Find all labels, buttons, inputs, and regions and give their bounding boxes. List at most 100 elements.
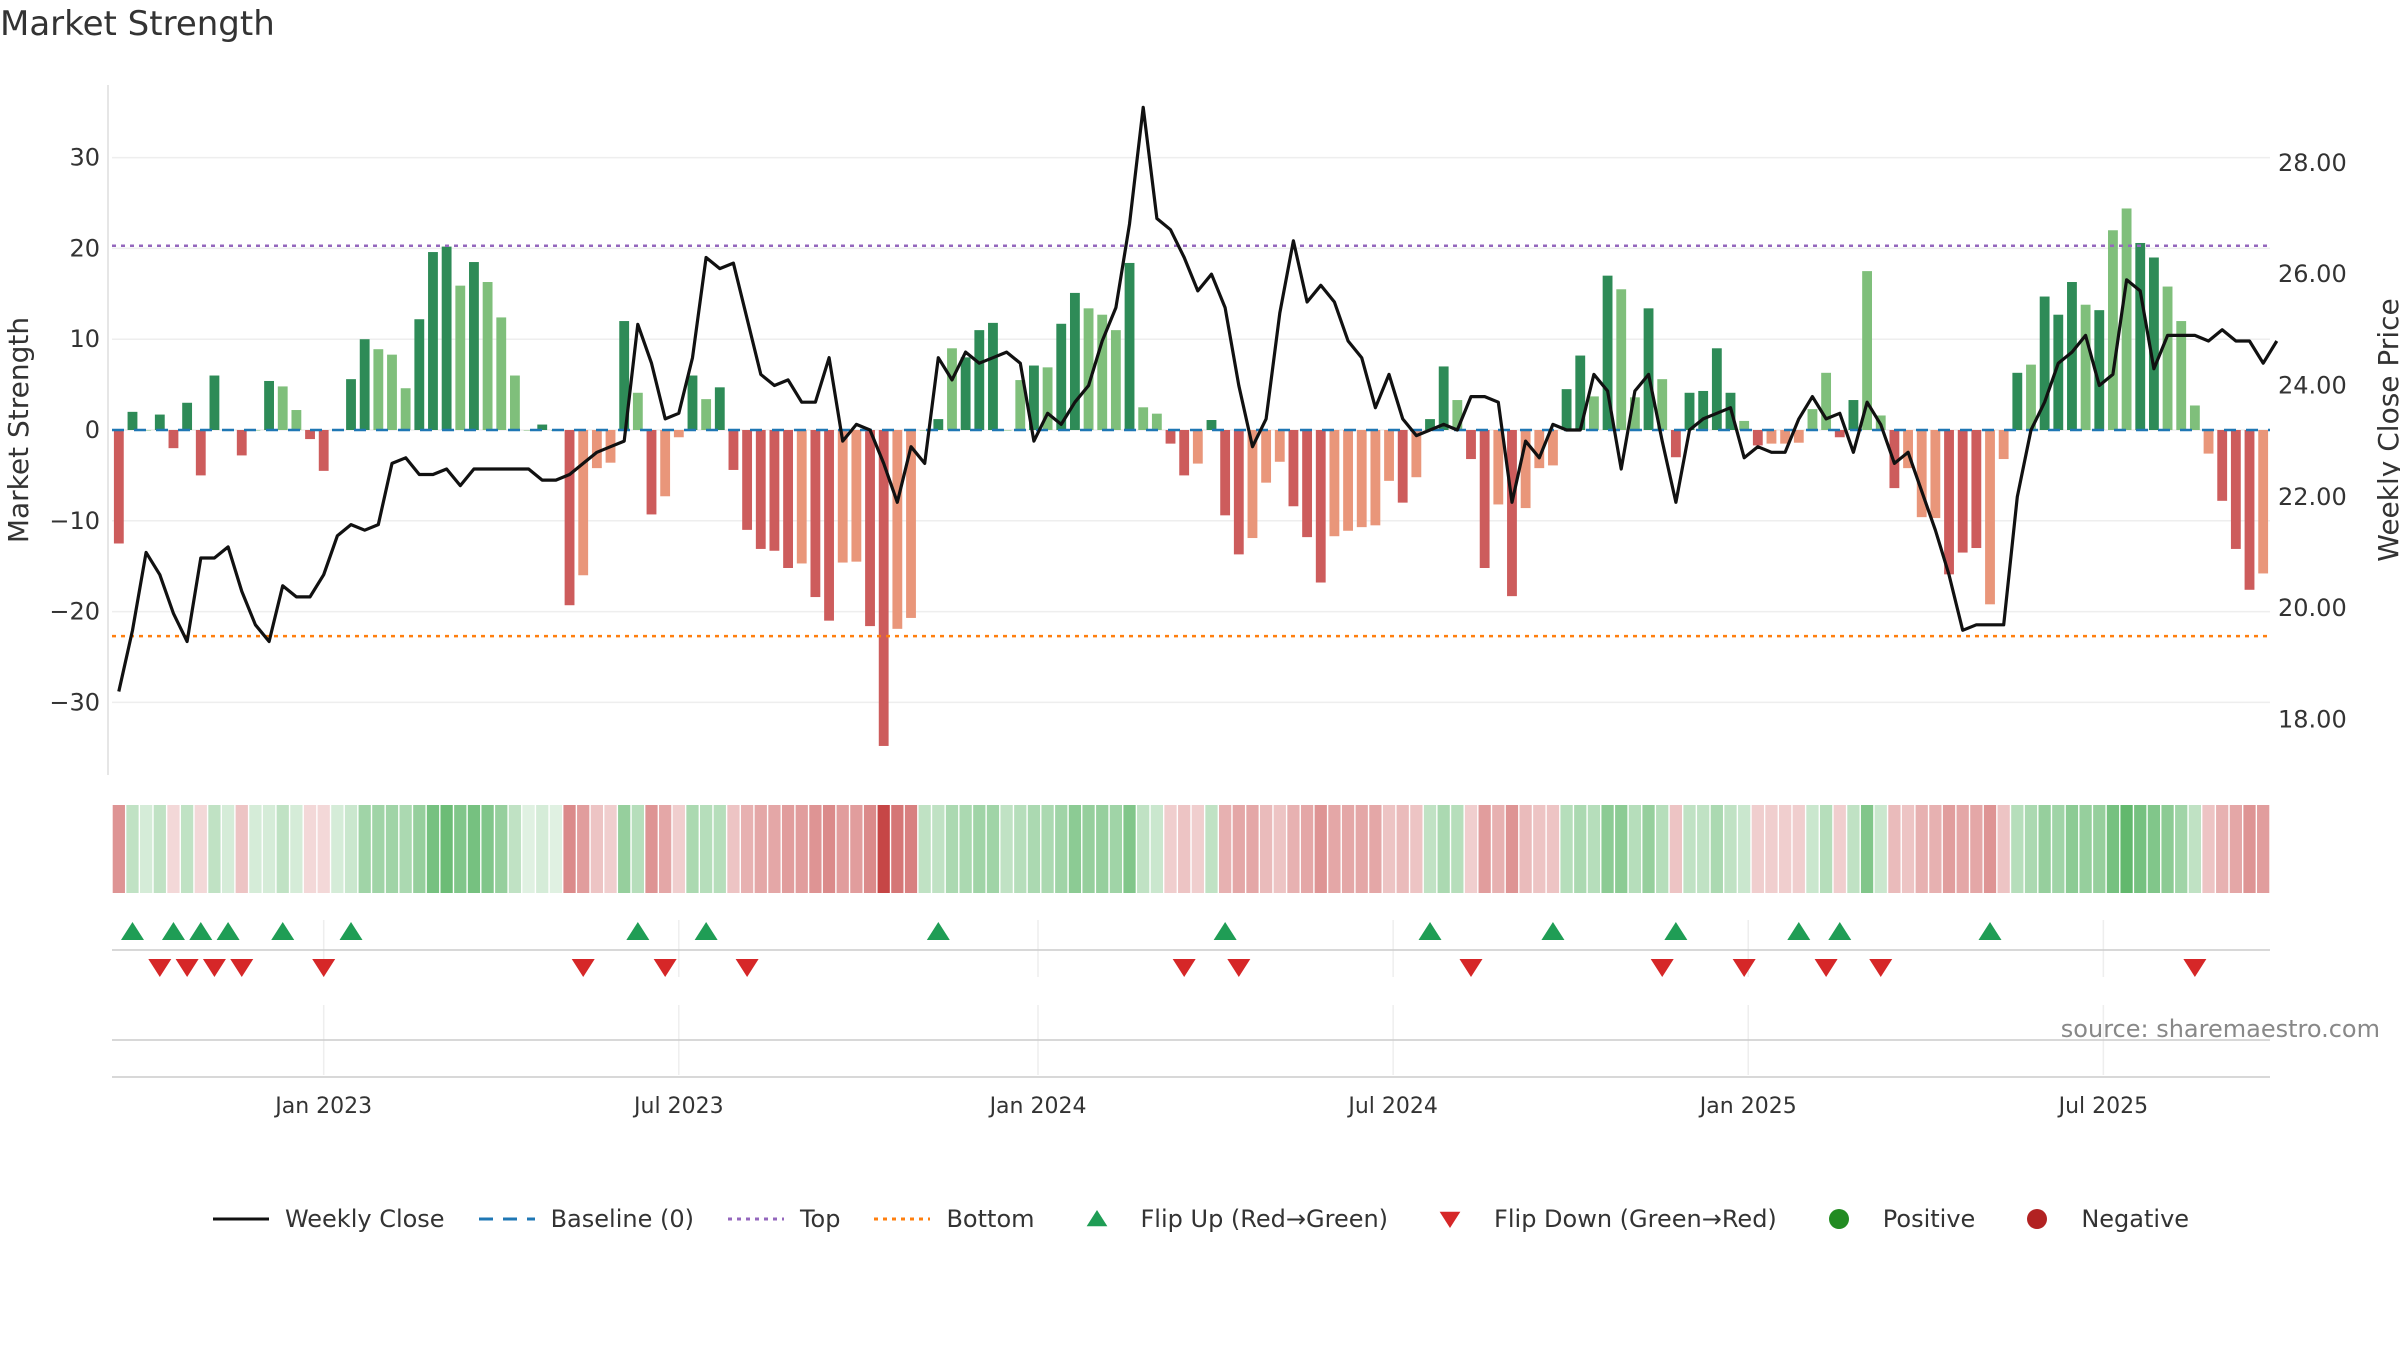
flip-up-marker: [1541, 922, 1565, 940]
strength-heat-cell: [1942, 805, 1956, 893]
legend-item: Baseline (0): [477, 1205, 694, 1233]
legend-marker: [1828, 1209, 1849, 1229]
strength-bar: [742, 430, 753, 530]
strength-heat-cell: [2175, 805, 2188, 893]
flip-down-marker: [1459, 959, 1483, 977]
strength-heat-cell: [563, 805, 576, 893]
strength-heat-cell: [1683, 805, 1696, 893]
strength-heat-cell: [1300, 805, 1314, 893]
flip-up-marker: [926, 922, 950, 940]
strength-bar: [1315, 430, 1326, 583]
strength-heat-cell: [863, 805, 877, 893]
flip-up-marker: [1787, 922, 1811, 940]
strength-heat-cell: [1123, 805, 1136, 893]
page-title: Market Strength: [0, 4, 275, 44]
strength-heat-cell: [1792, 805, 1805, 893]
strength-bar: [1438, 366, 1449, 430]
strength-heat-cell: [727, 805, 740, 893]
strength-heat-cell: [2024, 805, 2038, 893]
strength-bar: [523, 430, 534, 431]
strength-bar: [469, 262, 479, 430]
strength-bar: [2258, 430, 2269, 574]
strength-bar: [1288, 430, 1299, 507]
strength-heat-cell: [795, 805, 808, 893]
strength-bar: [1507, 430, 1517, 597]
strength-heat-cell: [2106, 805, 2120, 893]
strength-heat-cell: [1724, 805, 1737, 893]
strength-bar: [1206, 420, 1217, 430]
flip-up-marker: [1978, 922, 2002, 940]
flip-down-marker: [1650, 959, 1674, 977]
strength-bar: [947, 348, 957, 430]
strength-bar: [1520, 430, 1531, 509]
strength-heat-cell: [1273, 805, 1286, 893]
strength-bar: [2189, 405, 2200, 430]
legend-label: Bottom: [946, 1205, 1035, 1233]
flip-up-marker: [1828, 922, 1852, 940]
strength-heat-cell: [1833, 805, 1846, 893]
strength-heat-cell: [1492, 805, 1505, 893]
strength-bar: [660, 430, 671, 497]
strength-bar: [428, 252, 438, 430]
strength-bar: [277, 386, 288, 430]
strength-heat-cell: [700, 805, 713, 893]
strength-bar: [1711, 348, 1722, 430]
legend-swatch: [478, 1217, 535, 1221]
strength-heat-cell: [303, 805, 317, 893]
strength-heat-cell: [918, 805, 931, 893]
strength-heat-cell: [194, 805, 207, 893]
strength-bar: [1042, 367, 1053, 430]
strength-heat-cell: [126, 805, 139, 893]
strength-heat-cell: [904, 805, 918, 893]
strength-bar: [195, 430, 206, 476]
strength-heat-cell: [1874, 805, 1887, 893]
strength-bar: [1589, 396, 1599, 430]
strength-heat-cell: [1915, 805, 1928, 893]
strength-heat-cell: [454, 805, 467, 893]
strength-heat-cell: [932, 805, 945, 893]
flip-up-marker: [694, 922, 718, 940]
strength-heat-cell: [973, 805, 986, 893]
flip-up-marker: [120, 922, 144, 940]
strength-bar: [1739, 420, 1750, 430]
flip-up-marker: [271, 922, 295, 940]
y2-axis-title: Weekly Close Price: [2372, 298, 2400, 561]
strength-heat-cell: [2093, 805, 2106, 893]
strength-heat-cell: [836, 805, 849, 893]
strength-heat-cell: [1369, 805, 1382, 893]
legend-swatch: [2027, 1209, 2048, 1229]
legend-swatch: [1086, 1210, 1107, 1227]
strength-bar: [1356, 430, 1367, 528]
strength-bar: [1957, 430, 1968, 553]
x-tick-label: Jan 2023: [273, 1094, 372, 1119]
strength-heat-cell: [1505, 805, 1519, 893]
strength-heat-cell: [1109, 805, 1123, 893]
strength-heat-cell: [1137, 805, 1150, 893]
strength-bar: [810, 430, 821, 598]
strength-heat-cell: [768, 805, 781, 893]
strength-heat-cell: [604, 805, 617, 893]
strength-heat-cell: [822, 805, 836, 893]
strength-heat-cell: [1246, 805, 1259, 893]
strength-bar: [1233, 430, 1244, 555]
flip-down-marker: [571, 959, 595, 977]
strength-bar: [1425, 419, 1435, 430]
strength-heat-cell: [1178, 805, 1191, 893]
strength-bar: [1274, 430, 1285, 462]
strength-heat-cell: [399, 805, 412, 893]
strength-bar: [373, 349, 384, 430]
strength-heat-cell: [2216, 805, 2229, 893]
strength-bar: [988, 322, 998, 430]
legend-label: Baseline (0): [550, 1205, 694, 1233]
strength-heat-cell: [2052, 805, 2065, 893]
strength-heat-cell: [1014, 805, 1027, 893]
strength-heat-cell: [2202, 805, 2215, 893]
flip-down-marker: [2183, 959, 2207, 977]
strength-heat-cell: [2243, 805, 2256, 893]
strength-bar: [687, 375, 698, 430]
strength-heat-cell: [1656, 805, 1669, 893]
strength-bar: [2244, 430, 2255, 590]
y2-tick-label: 28.00: [2278, 149, 2347, 177]
strength-bar: [1534, 430, 1545, 469]
flip-up-marker: [189, 922, 213, 940]
